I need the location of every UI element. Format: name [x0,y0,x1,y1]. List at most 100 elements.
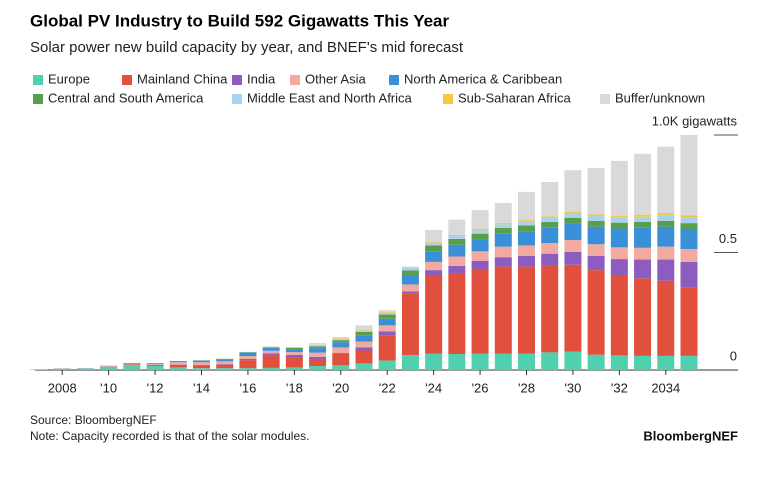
bar-segment [425,353,443,370]
bar-segment [610,215,628,218]
bar-segment [425,242,443,246]
bar-segment [239,360,257,369]
bar-segment [471,239,489,252]
bar-segment [169,362,187,365]
bar-segment [564,351,582,370]
bar-segment [657,146,675,214]
legend-swatch [33,94,43,104]
bar-segment [355,341,373,348]
bar-segment [610,259,628,276]
bar-segment [401,291,419,294]
x-tick-label: '10 [100,380,117,395]
legend-label: India [247,71,276,86]
bar-segment [564,223,582,241]
x-tick-label: '16 [239,380,256,395]
legend-swatch [290,75,300,85]
bar-segment [680,229,698,249]
bar-segment [541,221,559,228]
bar-segment [471,233,489,240]
legend-label: Sub-Saharan Africa [458,90,572,105]
bar-segment [517,245,535,257]
bar-segment [494,257,512,267]
bar-segment [448,244,466,257]
bar-segment [309,352,327,357]
bar-segment [193,360,211,363]
x-tick-label: '20 [332,380,349,395]
bar-segment [541,253,559,266]
bar-segment [216,364,234,369]
bar-segment [494,353,512,370]
bar-segment [401,354,419,370]
bar-segment [657,246,675,260]
source: Source: BloombergNEF [30,413,157,427]
bar-segment [448,234,466,237]
bar-segment [309,348,327,353]
bar-segment [610,217,628,223]
bar-segment [169,364,187,368]
bar-segment [471,353,489,370]
bar-segment [239,356,257,359]
bar-segment [239,358,257,361]
bar-segment [610,222,628,229]
bar-segment [634,355,652,370]
bar-segment [587,244,605,257]
bar-segment [309,342,327,345]
bar-segment [541,182,559,217]
bar-segment [123,362,141,364]
bar-segment [378,311,396,313]
bar-segment [378,310,396,312]
bar-segment [541,265,559,353]
legend-swatch [600,94,610,104]
bar-segment [285,357,303,368]
bar-segment [680,248,698,262]
bar-segment [123,364,141,370]
bar-segment [680,287,698,356]
bar-segment [541,216,559,218]
bar-segment [355,325,373,331]
bar-segment [564,217,582,224]
bar-segment [216,361,234,365]
bar-segment [494,227,512,234]
bar-segment [680,215,698,218]
bar-segment [425,245,443,252]
bar-segment [471,230,489,234]
y-tick-label: 0 [730,348,737,363]
bar-segment [378,325,396,332]
bar-segment [332,338,350,341]
bar-segment [634,227,652,248]
bar-segment [332,342,350,348]
bar-segment [378,314,396,319]
bar-segment [146,366,164,370]
bar-segment [193,362,211,366]
bar-segment [610,160,628,216]
bar-segment [541,217,559,222]
bar-segment [517,225,535,232]
bar-segment [285,349,303,353]
logo: BloombergNEF [643,428,738,443]
bar-segment [517,231,535,246]
bar-segment [541,227,559,244]
bar-segment [517,221,535,226]
bar-segment [355,363,373,370]
bar-segment [425,241,443,243]
bar-segment [657,213,675,216]
bar-segment [587,226,605,245]
bar-segment [541,243,559,254]
chart-title: Global PV Industry to Build 592 Gigawatt… [30,11,450,30]
bar-segment [76,368,94,370]
bar-segment [657,215,675,221]
bar-segment [355,335,373,342]
bar-segment [494,222,512,225]
bar-segment [378,335,396,361]
bar-segment [564,213,582,218]
bar-segment [587,220,605,227]
bar-segment [494,233,512,247]
legend-label: Buffer/unknown [615,90,705,105]
bar-segment [123,364,141,365]
legend-label: Middle East and North Africa [247,90,413,105]
bar-segment [471,229,489,231]
bar-segment [378,312,396,315]
bar-segment [494,202,512,223]
legend-label: North America & Caribbean [404,71,562,86]
